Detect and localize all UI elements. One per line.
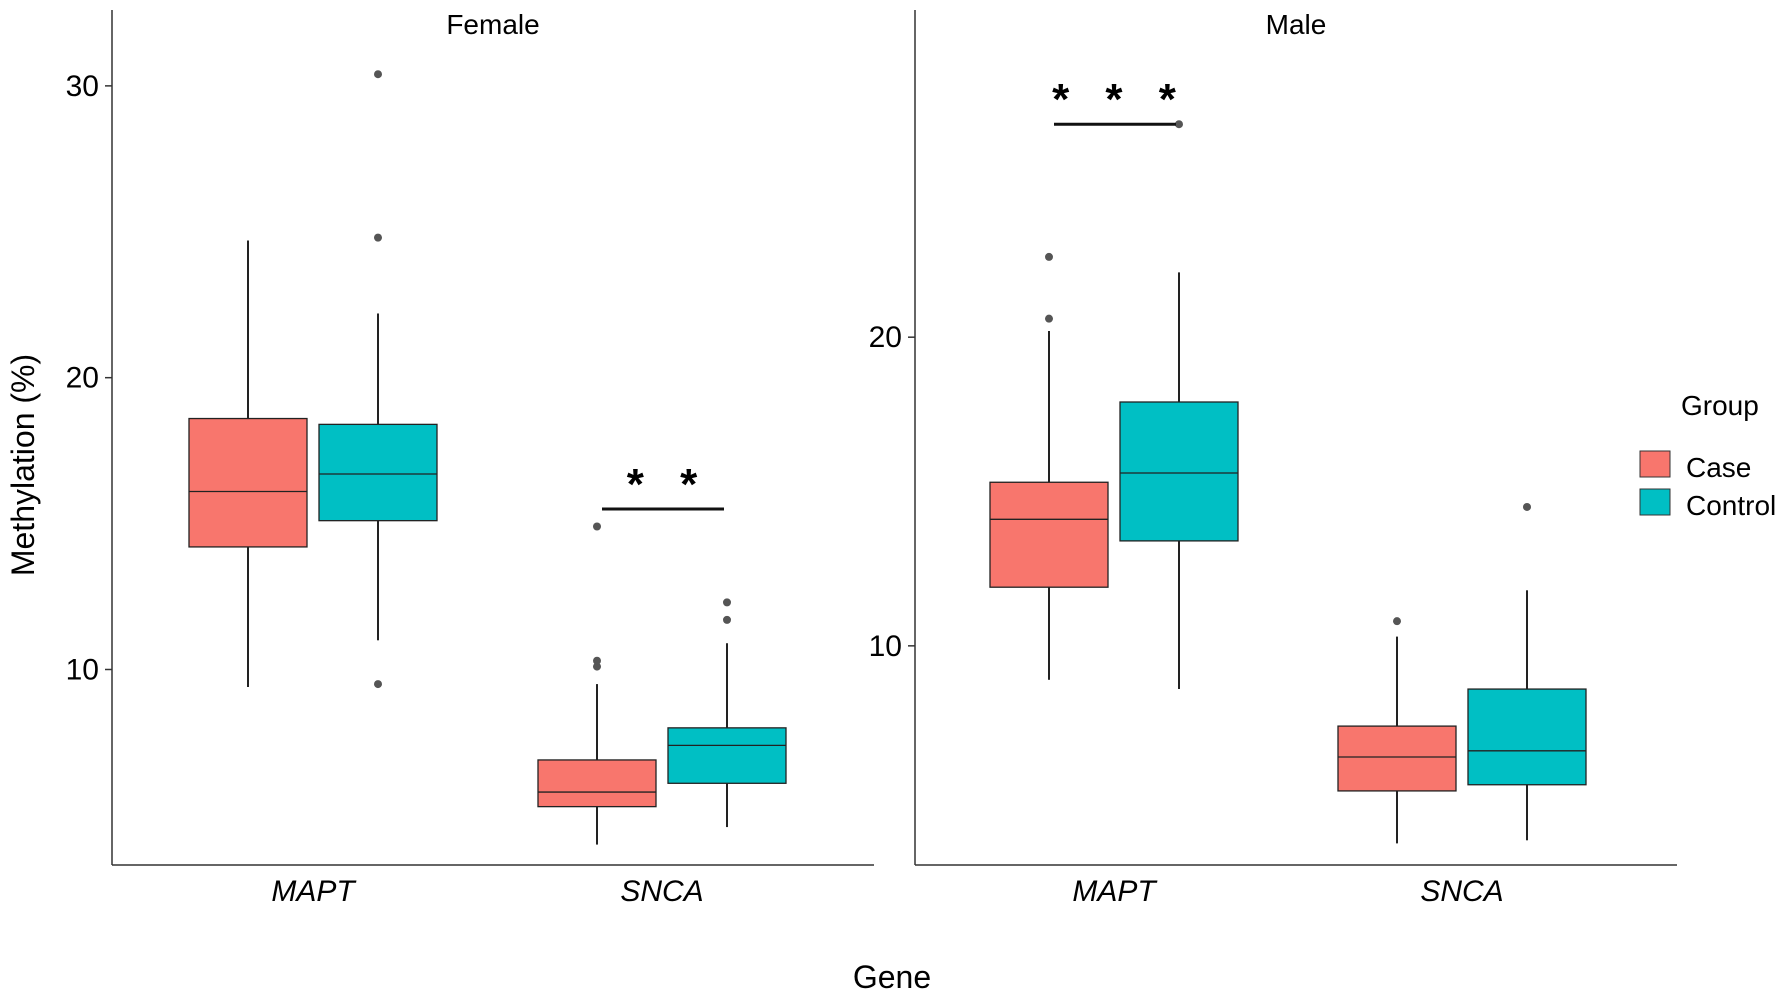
y-tick-label: 10 xyxy=(66,653,99,686)
y-tick-label: 30 xyxy=(66,70,99,103)
y-tick-label: 10 xyxy=(869,630,902,663)
outlier-point xyxy=(1393,617,1401,626)
outlier-point xyxy=(374,233,382,242)
y-tick-label: 20 xyxy=(66,362,99,395)
facet-title: Female xyxy=(446,9,539,40)
box-mapt-control xyxy=(1119,120,1239,690)
y-tick-label: 20 xyxy=(869,321,902,354)
legend: Group Case Control xyxy=(1639,390,1776,521)
x-category-label: MAPT xyxy=(271,875,357,908)
box-iqr xyxy=(667,727,787,784)
outlier-point xyxy=(723,598,731,607)
legend-swatch-control xyxy=(1639,488,1671,516)
significance-label: * * xyxy=(627,460,709,509)
box-snca-case xyxy=(1337,617,1457,844)
box-mapt-case xyxy=(989,252,1109,680)
box-mapt-case xyxy=(188,240,308,687)
panel-male: Male 10 20 MAPT SNCA * * * xyxy=(869,9,1677,908)
outlier-point xyxy=(723,615,731,624)
legend-swatch-case xyxy=(1639,450,1671,478)
outlier-point xyxy=(374,70,382,79)
y-axis-title: Methylation (%) xyxy=(5,354,41,576)
outlier-point xyxy=(593,522,601,531)
outlier-point xyxy=(593,662,601,671)
x-category-label: SNCA xyxy=(620,875,703,908)
box-iqr xyxy=(1119,401,1239,542)
box-iqr xyxy=(537,759,657,808)
x-axis-title: Gene xyxy=(853,959,931,995)
outlier-point xyxy=(374,680,382,689)
legend-label-case: Case xyxy=(1686,452,1751,483)
panels: Female 10 20 30 MAPT SNCA * * Male 10 20 MAPT SNCA *… xyxy=(66,9,1677,908)
outlier-point xyxy=(593,656,601,665)
box-snca-control xyxy=(1467,502,1587,841)
box-iqr xyxy=(1337,725,1457,792)
box-mapt-control xyxy=(318,70,438,689)
x-category-label: SNCA xyxy=(1420,875,1503,908)
legend-title: Group xyxy=(1681,390,1759,421)
panel-female: Female 10 20 30 MAPT SNCA * * xyxy=(66,9,874,908)
box-snca-case xyxy=(537,522,657,845)
box-iqr xyxy=(989,481,1109,588)
box-iqr xyxy=(1467,688,1587,786)
x-category-label: MAPT xyxy=(1072,875,1158,908)
outlier-point xyxy=(1045,252,1053,261)
outlier-point xyxy=(1045,314,1053,323)
outlier-point xyxy=(1175,120,1183,129)
box-snca-control xyxy=(667,598,787,828)
facet-title: Male xyxy=(1266,9,1327,40)
box-iqr xyxy=(188,417,308,548)
outlier-point xyxy=(1523,502,1531,511)
significance-label: * * * xyxy=(1052,75,1188,124)
legend-label-control: Control xyxy=(1686,490,1776,521)
box-iqr xyxy=(318,423,438,522)
